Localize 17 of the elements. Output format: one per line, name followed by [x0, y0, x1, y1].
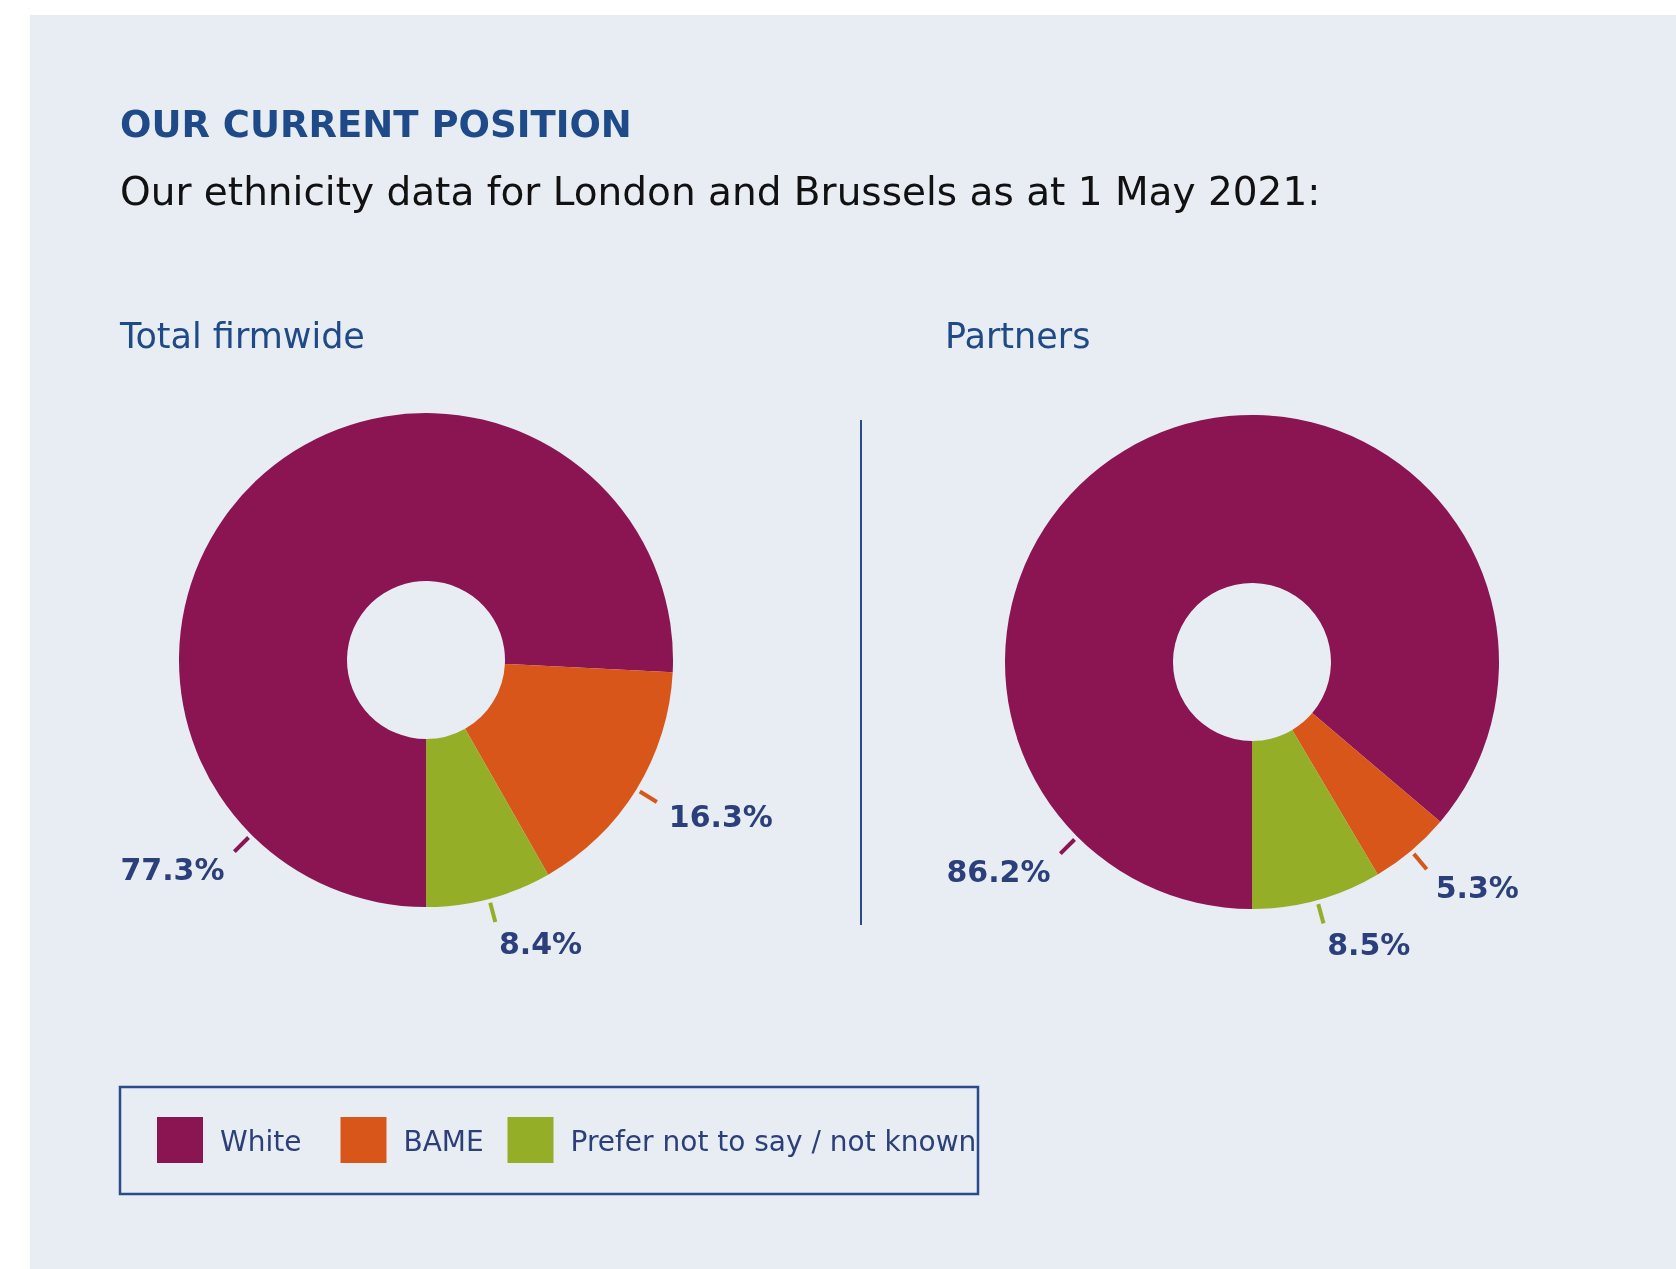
text: OUR CURRENT POSITION: [120, 103, 632, 146]
chart-title: Total firmwide: [119, 316, 365, 356]
data-label: 77.3%: [120, 851, 225, 887]
donut-slice: [1252, 730, 1378, 909]
legend-label: BAME: [403, 1125, 484, 1158]
data-label: 86.2%: [946, 853, 1051, 889]
legend-label: Prefer not to say / not known: [570, 1125, 977, 1158]
data-label: 8.5%: [1327, 926, 1411, 962]
data-label: 5.3%: [1435, 869, 1519, 905]
donut-slice: [465, 663, 673, 875]
donut-slice: [426, 728, 549, 907]
donut-slice: [1292, 713, 1441, 875]
legend-label: White: [220, 1125, 302, 1158]
chart-title: Partners: [945, 316, 1091, 356]
data-label: 16.3%: [668, 799, 773, 835]
data-label: 8.4%: [498, 925, 583, 961]
text: Our ethnicity data for London and Brussels as at 1 May 2021:: [120, 169, 1321, 214]
